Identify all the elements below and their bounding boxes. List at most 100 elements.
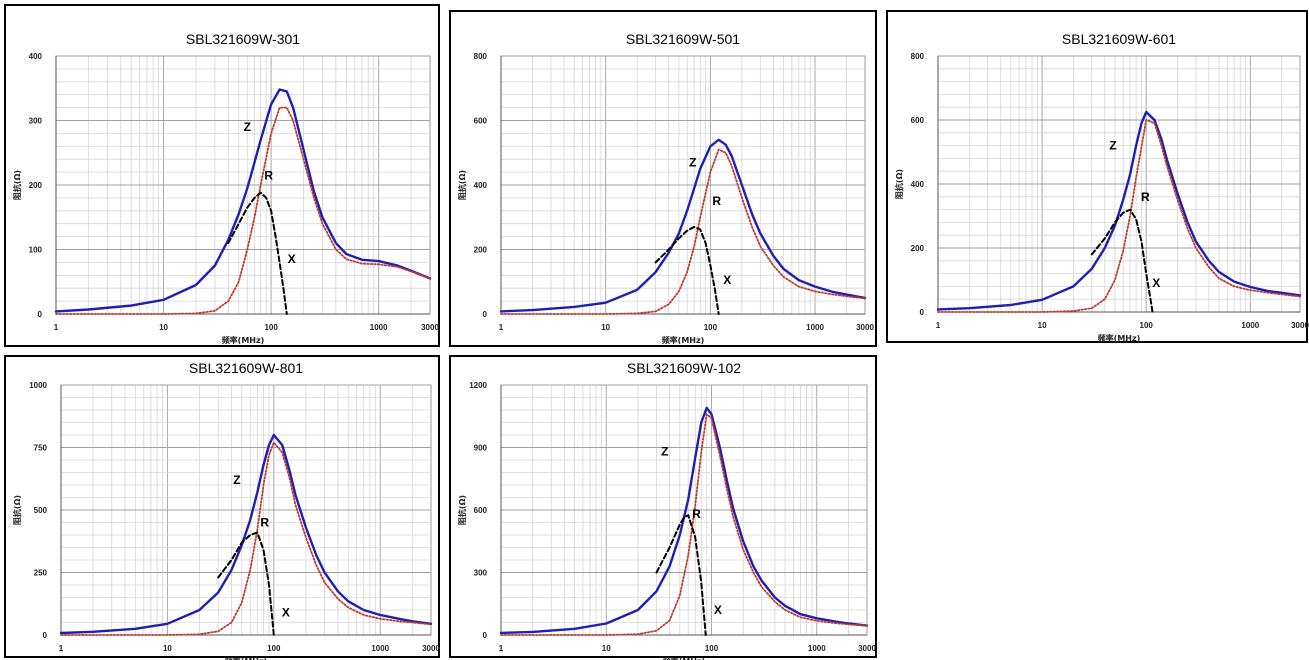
curve-label-z: Z: [689, 155, 696, 169]
curve-label-x: X: [288, 252, 296, 266]
curve-label-x: X: [723, 273, 731, 287]
y-tick-label: 200: [29, 181, 43, 190]
x-tick-label: 1: [499, 644, 504, 653]
series-line-x: [217, 531, 275, 636]
y-tick-label: 600: [911, 116, 925, 125]
x-axis-label: 频率(MHz): [1098, 333, 1141, 343]
curve-label-r: R: [260, 516, 269, 530]
x-tick-label: 1: [936, 321, 941, 330]
y-tick-label: 400: [911, 180, 925, 189]
x-tick-label: 100: [705, 644, 719, 653]
impedance-chart-102: SBL321609W-102 0 300 600 900 1200 1 10 100 1000 30…: [457, 360, 876, 660]
y-tick-label: 0: [920, 308, 925, 317]
y-tick-label: 800: [474, 52, 488, 61]
x-tick-label: 3000: [422, 644, 440, 653]
series-line-z: [499, 138, 867, 313]
curve-label-z: Z: [244, 120, 251, 134]
curve-label-r: R: [1141, 190, 1150, 204]
x-tick-label: 100: [267, 644, 281, 653]
series-line-r: [55, 106, 431, 315]
series-line-x: [654, 225, 720, 315]
chart-title: SBL321609W-501: [626, 31, 740, 47]
x-tick-label: 1: [59, 644, 64, 653]
y-tick-label: 0: [483, 631, 488, 640]
y-tick-label: 1200: [469, 381, 487, 390]
curve-label-z: Z: [661, 445, 668, 459]
impedance-chart-501: SBL321609W-501 0 200 400 600 800 1 10 100 1000 300…: [457, 31, 874, 345]
chart-panel-801: SBL321609W-801 0 250 500 750 1000 1 10 100 1000 30…: [4, 355, 440, 660]
y-grid-lines: [501, 384, 867, 636]
series-line-z: [499, 406, 869, 635]
x-tick-label: 3000: [1291, 321, 1309, 330]
chart-title: SBL321609W-801: [189, 360, 303, 376]
series-line-r: [500, 148, 866, 315]
y-grid-lines: [938, 55, 1300, 313]
y-tick-label: 0: [38, 310, 43, 319]
x-tick-label: 1: [499, 323, 504, 332]
curve-label-z: Z: [233, 473, 240, 487]
curve-label-x: X: [282, 606, 290, 620]
series-line-z: [59, 433, 433, 635]
x-tick-label: 100: [264, 323, 278, 332]
impedance-chart-301: SBL321609W-301 0 100 200 300 400 1 10 100 1000 300…: [12, 31, 439, 345]
series-line-x: [655, 514, 707, 636]
chart-panel-601: SBL321609W-601 0 200 400 600 800 1 10 100 1000 300…: [886, 10, 1309, 343]
curve-label-r: R: [692, 507, 701, 521]
y-axis-label: 阻抗(Ω): [457, 495, 467, 525]
y-tick-label: 100: [29, 246, 43, 255]
y-tick-label: 400: [474, 181, 488, 190]
y-tick-label: 600: [474, 506, 488, 515]
chart-title: SBL321609W-601: [1062, 31, 1176, 47]
x-tick-label: 3000: [421, 323, 439, 332]
y-tick-label: 800: [911, 52, 925, 61]
y-tick-label: 600: [474, 117, 488, 126]
curve-label-r: R: [264, 168, 273, 182]
y-grid-lines: [501, 55, 865, 315]
x-tick-label: 100: [1140, 321, 1154, 330]
x-axis-label: 频率(MHz): [663, 656, 706, 660]
series-line-r: [60, 441, 432, 636]
x-tick-label: 3000: [856, 323, 874, 332]
y-axis-label: 阻抗(Ω): [457, 170, 467, 200]
chart-title: SBL321609W-102: [627, 360, 741, 376]
y-tick-label: 300: [474, 569, 488, 578]
series-line-z: [936, 110, 1302, 311]
x-tick-label: 3000: [858, 644, 876, 653]
x-tick-label: 10: [1038, 321, 1047, 330]
curve-label-z: Z: [1109, 139, 1116, 153]
series-line-r: [937, 119, 1301, 313]
x-tick-label: 10: [159, 323, 168, 332]
y-grid-lines: [61, 384, 431, 636]
x-tick-label: 10: [602, 644, 611, 653]
x-axis-label: 频率(MHz): [662, 335, 705, 345]
curve-label-x: X: [714, 603, 722, 617]
chart-panel-102: SBL321609W-102 0 300 600 900 1200 1 10 100 1000 30…: [449, 355, 877, 660]
y-tick-label: 200: [474, 246, 488, 255]
x-tick-label: 1000: [806, 323, 824, 332]
x-grid-lines: [532, 385, 849, 635]
y-tick-label: 300: [29, 117, 43, 126]
series-line-x: [1090, 208, 1154, 313]
x-tick-label: 10: [601, 323, 610, 332]
impedance-chart-601: SBL321609W-601 0 200 400 600 800 1 10 100 1000 300…: [894, 31, 1309, 343]
y-tick-label: 250: [34, 569, 48, 578]
x-tick-label: 1000: [371, 644, 389, 653]
series-line-z: [54, 88, 432, 313]
y-axis-label: 阻抗(Ω): [12, 170, 22, 200]
y-axis-label: 阻抗(Ω): [12, 495, 22, 525]
y-axis-label: 阻抗(Ω): [894, 169, 904, 199]
chart-title: SBL321609W-301: [186, 31, 300, 47]
y-grid-lines: [56, 55, 430, 315]
curve-label-x: X: [1152, 276, 1160, 290]
y-tick-label: 900: [474, 444, 488, 453]
x-tick-label: 10: [163, 644, 172, 653]
y-tick-label: 0: [43, 631, 48, 640]
chart-panel-301: SBL321609W-301 0 100 200 300 400 1 10 100 1000 300…: [4, 4, 440, 347]
y-tick-label: 0: [483, 310, 488, 319]
chart-panel-501: SBL321609W-501 0 200 400 600 800 1 10 100 1000 300…: [449, 10, 877, 347]
x-tick-label: 1: [54, 323, 59, 332]
x-tick-label: 100: [704, 323, 718, 332]
y-tick-label: 1000: [29, 381, 47, 390]
x-axis-label: 频率(MHz): [222, 335, 265, 345]
y-tick-label: 200: [911, 244, 925, 253]
